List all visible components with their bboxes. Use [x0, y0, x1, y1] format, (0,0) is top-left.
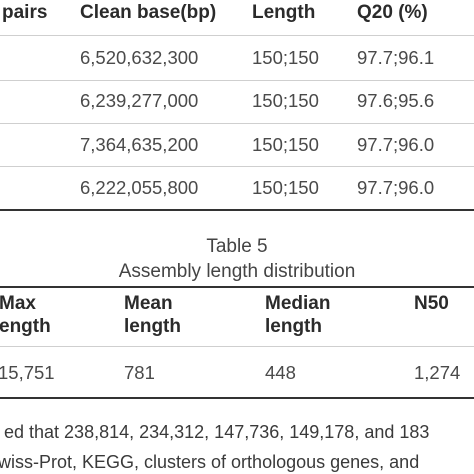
table4-header-pairs: pairs — [2, 2, 48, 23]
table5-header-mean-line1: Mean — [124, 293, 173, 314]
table4-cell-q20: 97.6;95.6 — [357, 90, 435, 111]
table5-header-max: Max ength — [0, 292, 51, 338]
table4-cell-length: 150;150 — [252, 90, 319, 111]
table5-cell-mean: 781 — [124, 362, 155, 383]
table5-number: Table 5 — [206, 236, 268, 257]
table4-cell-clean-base: 7,364,635,200 — [80, 134, 199, 155]
table4-header-rule — [0, 35, 474, 36]
table4-row-rule — [0, 80, 474, 81]
table4-cell-q20: 97.7;96.0 — [357, 134, 435, 155]
table4-cell-clean-base: 6,222,055,800 — [80, 177, 199, 198]
table4-cell-length: 150;150 — [252, 177, 319, 198]
table4-header-q20: Q20 (%) — [357, 2, 428, 23]
table5-cell-n50: 1,274 — [414, 362, 461, 383]
table5-header-rule — [0, 346, 474, 347]
table5-bottom-rule — [0, 397, 474, 399]
table5-header-mean-line2: length — [124, 316, 181, 337]
table5-header-n50-line1: N50 — [414, 293, 449, 314]
table4-bottom-rule — [0, 209, 474, 211]
table4-cell-length: 150;150 — [252, 134, 319, 155]
table5-cell-max: 15,751 — [0, 362, 55, 383]
table5-header-median-line1: Median — [265, 293, 331, 314]
table5-header-max-line2: ength — [0, 316, 51, 337]
table5-title: Assembly length distribution — [118, 261, 356, 282]
table5-header-median: Median length — [265, 292, 330, 338]
table4-cell-q20: 97.7;96.1 — [357, 47, 435, 68]
table4-cell-length: 150;150 — [252, 47, 319, 68]
table5-top-rule — [0, 286, 474, 288]
table5-header-mean: Mean length — [124, 292, 181, 338]
table4-cell-q20: 97.7;96.0 — [357, 177, 435, 198]
table4-header-clean-base: Clean base(bp) — [80, 2, 217, 23]
paragraph-line-2: wiss-Prot, KEGG, clusters of orthologous… — [0, 452, 420, 472]
table5-header-max-line1: Max — [0, 293, 36, 314]
table4-header-length: Length — [252, 2, 316, 23]
table4-row-rule — [0, 166, 474, 167]
table4-row-rule — [0, 123, 474, 124]
table4-cell-clean-base: 6,239,277,000 — [80, 90, 199, 111]
paragraph-line-1: ed that 238,814, 234,312, 147,736, 149,1… — [4, 422, 430, 442]
table4-cell-clean-base: 6,520,632,300 — [80, 47, 199, 68]
table5-header-median-line2: length — [265, 316, 322, 337]
table5-header-n50: N50 — [414, 292, 449, 315]
table5-cell-median: 448 — [265, 362, 296, 383]
